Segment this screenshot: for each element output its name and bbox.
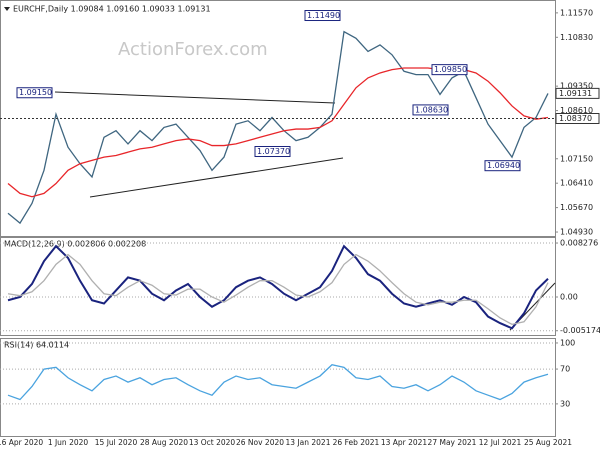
watermark: ActionForex.com — [118, 39, 268, 60]
series-line — [7, 30, 549, 225]
y-tick-label: 30 — [560, 399, 570, 408]
x-tick-label: 28 Aug 2020 — [140, 438, 188, 447]
y-tick-label: 1.04930 — [560, 228, 593, 237]
y-tick-label: 1.07150 — [560, 154, 593, 163]
x-tick-label: 13 Jan 2021 — [286, 438, 331, 447]
x-tick-label: 13 Oct 2020 — [189, 438, 236, 447]
annotation-label: 1.11490 — [307, 11, 340, 20]
annotation-label: 1.09150 — [19, 88, 52, 97]
y-tick-label: -0.005174 — [560, 326, 600, 335]
rsi-panel — [0, 338, 556, 437]
y-tick-label: 0.00 — [560, 292, 578, 301]
trend-line — [54, 91, 336, 104]
annotation-box — [484, 160, 521, 172]
chart-title: EURCHF,Daily 1.09084 1.09160 1.09033 1.0… — [13, 5, 211, 14]
y-tick-label: 1.05670 — [560, 203, 593, 212]
y-tick-label: 1.08610 — [560, 106, 593, 115]
annotation-box — [254, 146, 291, 158]
series-line — [7, 244, 549, 330]
level-box — [555, 112, 600, 124]
x-tick-label: 12 Jul 2021 — [479, 438, 522, 447]
series-line — [7, 253, 549, 326]
x-tick-label: 13 Apr 2021 — [381, 438, 428, 447]
macd-title: MACD(12,26,9) 0.002806 0.002208 — [4, 240, 146, 249]
annotation-label: 1.07370 — [257, 147, 290, 156]
y-tick-label: 100 — [560, 338, 575, 347]
last-price-box — [555, 87, 600, 99]
x-tick-label: 26 Feb 2021 — [333, 438, 380, 447]
y-tick-label: 1.06410 — [560, 179, 593, 188]
annotation-box — [16, 87, 53, 99]
series-line — [7, 67, 549, 198]
series-line — [7, 364, 549, 401]
y-tick-label: 70 — [560, 365, 570, 374]
annotation-label: 1.09850 — [434, 65, 467, 74]
y-tick-label: 1.09350 — [560, 82, 593, 91]
annotation-box — [412, 104, 449, 116]
x-tick-label: 15 Jul 2020 — [95, 438, 138, 447]
level-label: 1.08370 — [559, 114, 592, 123]
annotation-box — [304, 10, 341, 22]
annotation-label: 1.08630 — [415, 105, 448, 114]
macd-panel — [0, 237, 556, 336]
menu-arrow — [4, 7, 10, 11]
x-tick-label: 26 Nov 2020 — [236, 438, 284, 447]
y-tick-label: 1.11570 — [560, 8, 593, 17]
x-tick-label: 1 Jun 2020 — [48, 438, 89, 447]
annotation-label: 1.06940 — [487, 161, 520, 170]
annotation-box — [431, 64, 468, 76]
trend-line — [89, 157, 344, 198]
x-tick-label: 27 May 2021 — [428, 438, 477, 447]
x-tick-label: 25 Aug 2021 — [524, 438, 572, 447]
rsi-title: RSI(14) 64.0114 — [4, 341, 69, 350]
y-tick-label: 1.10830 — [560, 33, 593, 42]
x-tick-label: 16 Apr 2020 — [0, 438, 43, 447]
last-price-label: 1.09131 — [559, 89, 592, 98]
y-tick-label: 0.008276 — [560, 239, 598, 248]
